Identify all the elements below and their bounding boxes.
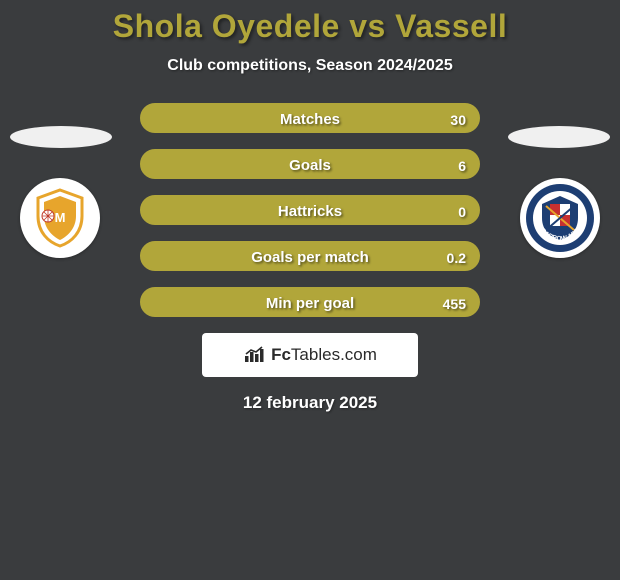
stat-row: Hattricks0 bbox=[140, 195, 480, 225]
stat-row: Matches30 bbox=[140, 103, 480, 133]
stat-value-right: 30 bbox=[450, 105, 466, 133]
stat-value-right: 0 bbox=[458, 197, 466, 225]
fctables-watermark: FcTables.com bbox=[202, 333, 418, 377]
stat-row: Min per goal455 bbox=[140, 287, 480, 317]
bar-chart-icon bbox=[243, 346, 265, 364]
stat-value-right: 6 bbox=[458, 151, 466, 179]
comparison-chart: Matches30 Goals6 Hattricks0 Goals per match… bbox=[0, 103, 620, 413]
page-title: Shola Oyedele vs Vassell bbox=[0, 0, 620, 45]
page-subtitle: Club competitions, Season 2024/2025 bbox=[0, 57, 620, 75]
stat-value-right: 0.2 bbox=[447, 243, 466, 271]
stat-value-right: 455 bbox=[443, 289, 466, 317]
infographic-date: 12 february 2025 bbox=[0, 393, 620, 413]
bar-list: Matches30 Goals6 Hattricks0 Goals per match… bbox=[140, 103, 480, 317]
watermark-text: FcTables.com bbox=[271, 345, 377, 365]
stat-row: Goals6 bbox=[140, 149, 480, 179]
stat-label: Goals bbox=[142, 151, 478, 179]
stat-label: Hattricks bbox=[142, 197, 478, 225]
stat-row: Goals per match0.2 bbox=[140, 241, 480, 271]
stat-label: Goals per match bbox=[142, 243, 478, 271]
stat-label: Min per goal bbox=[142, 289, 478, 317]
comparison-infographic: Shola Oyedele vs Vassell Club competitio… bbox=[0, 0, 620, 580]
stat-label: Matches bbox=[142, 105, 478, 133]
